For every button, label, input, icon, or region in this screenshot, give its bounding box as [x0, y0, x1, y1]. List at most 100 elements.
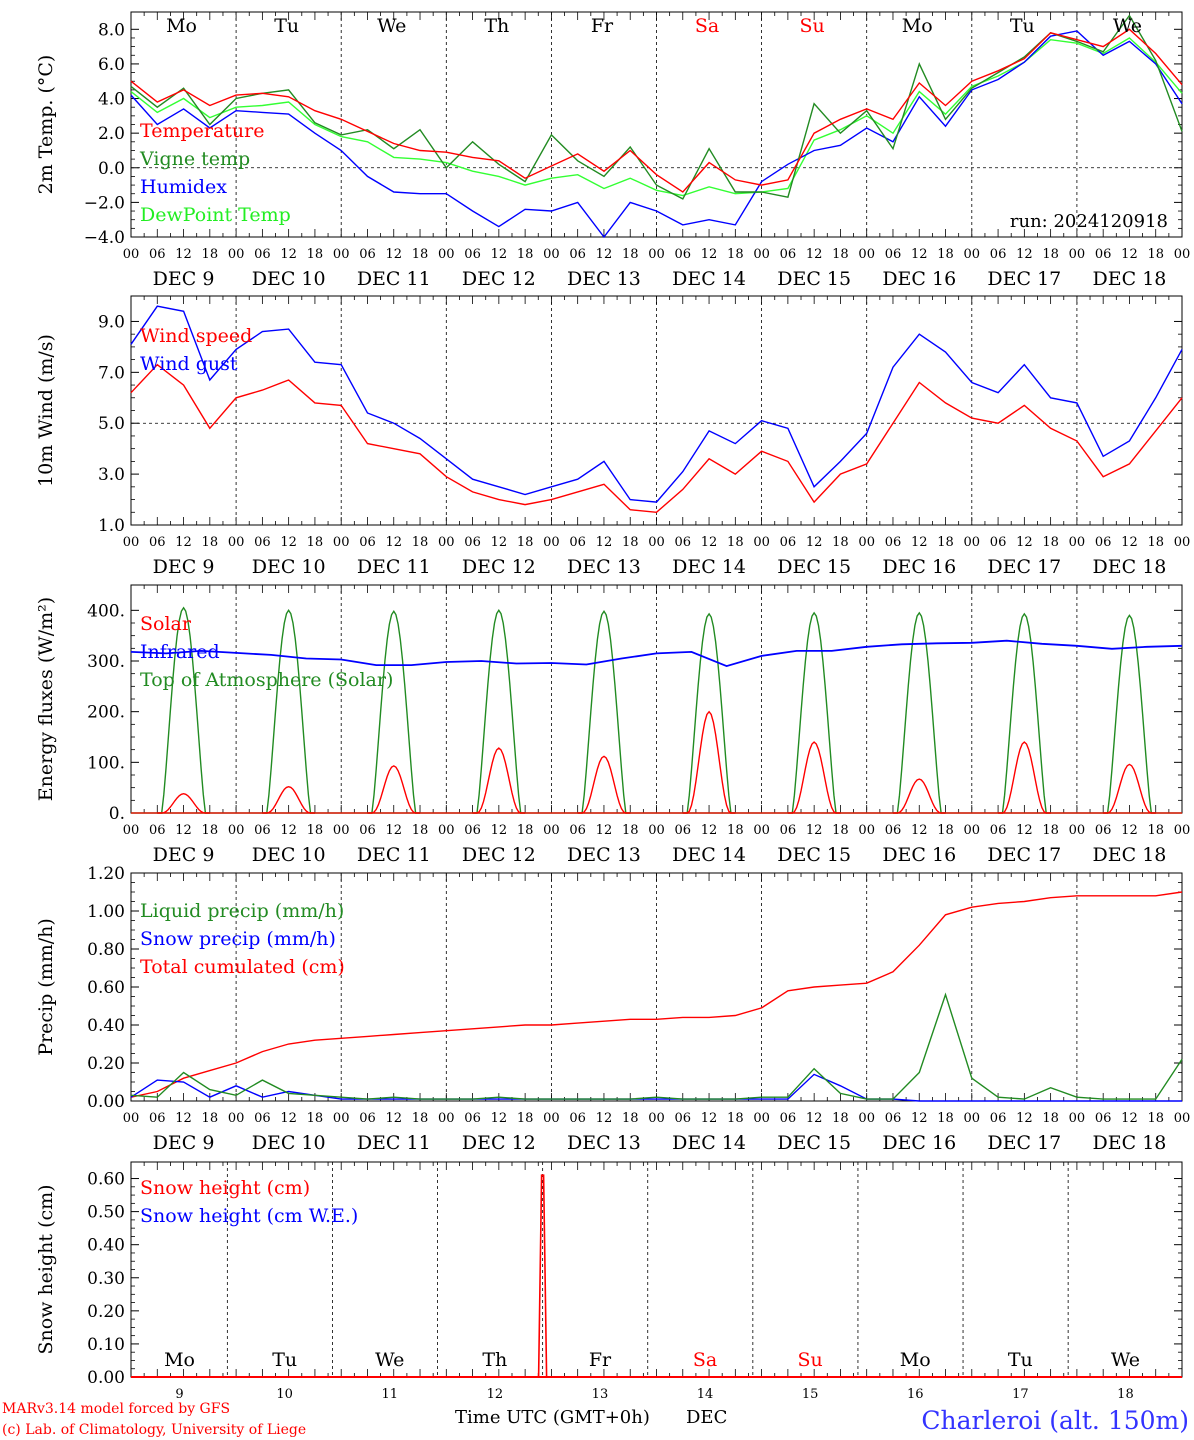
panel1-hour-label: 00 [964, 247, 981, 262]
panel4-hour-label: 18 [727, 1111, 744, 1126]
panel3-date-label: DEC 15 [777, 844, 851, 866]
station-name: Charleroi (alt. 150m) [921, 1406, 1189, 1435]
panel2-hour-label: 12 [385, 535, 402, 550]
panel3-solar-day-6 [682, 710, 736, 814]
footer-credit-line1: MARv3.14 model forced by GFS [2, 1401, 230, 1417]
panel1-hour-label: 12 [701, 247, 718, 262]
panel3-toa-day-9 [998, 612, 1051, 814]
panel1-hour-label: 00 [858, 247, 875, 262]
panel4-y-tick-label: 0.40 [87, 1016, 125, 1036]
panel3-date-label: DEC 10 [252, 844, 326, 866]
panel1-hour-label: 00 [648, 247, 665, 262]
panel3-date-label: DEC 11 [357, 844, 431, 866]
day-number-bottom: 10 [276, 1387, 293, 1402]
panel2-hour-label: 06 [149, 535, 166, 550]
panel3-hour-label: 12 [1121, 823, 1138, 838]
panel5-legend-entry: Snow height (cm) [140, 1177, 310, 1199]
panel3-hour-label: 06 [359, 823, 376, 838]
panel4-hour-label: 12 [701, 1111, 718, 1126]
panel4-hour-label: 06 [569, 1111, 586, 1126]
day-number-bottom: 12 [487, 1387, 504, 1402]
panel3-hour-label: 06 [780, 823, 797, 838]
panel4-date-label: DEC 14 [672, 1132, 746, 1154]
panel2-series-wind-speed [130, 363, 1183, 514]
panel1-y-tick-label: 6.0 [98, 55, 125, 75]
panel2-hour-label: 18 [1042, 535, 1059, 550]
panel1-hour-label: 18 [727, 247, 744, 262]
panel1-hour-label: 18 [937, 247, 954, 262]
panel1-date-label: DEC 10 [252, 268, 326, 290]
panel3-hour-label: 00 [753, 823, 770, 838]
panel3-hour-label: 18 [202, 823, 219, 838]
panel3-hour-label: 12 [1016, 823, 1033, 838]
panel3-hour-label: 06 [1095, 823, 1112, 838]
panel3-toa-day-7 [787, 611, 841, 814]
panel3-hour-label: 18 [727, 823, 744, 838]
panel5-y-tick-label: 0.60 [87, 1170, 125, 1190]
panel4-date-label: DEC 16 [882, 1132, 956, 1154]
panel1-hour-label: 18 [307, 247, 324, 262]
panel2-hour-label: 00 [438, 535, 455, 550]
panel1-hour-label: 18 [832, 247, 849, 262]
panel3-hour-label: 12 [701, 823, 718, 838]
panel2-series-wind-gust [130, 305, 1183, 503]
panel2-legend-entry: Wind speed [140, 325, 252, 347]
panel4-hour-label: 06 [359, 1111, 376, 1126]
panel3-hour-label: 00 [858, 823, 875, 838]
panel4-legend-entry: Liquid precip (mm/h) [140, 900, 344, 922]
panel4-hour-label: 12 [385, 1111, 402, 1126]
panel2-hour-label: 18 [937, 535, 954, 550]
panel2-hour-label: 12 [596, 535, 613, 550]
panel3-hour-label: 06 [675, 823, 692, 838]
panel1-legend-entry: DewPoint Temp [140, 204, 291, 226]
panel5-y-tick-label: 0.30 [87, 1269, 125, 1289]
panel3-hour-label: 00 [228, 823, 245, 838]
panel4-hour-label: 12 [1121, 1111, 1138, 1126]
panel4-hour-label: 18 [412, 1111, 429, 1126]
day-name-bottom: Su [798, 1349, 823, 1371]
panel1-hour-label: 06 [1095, 247, 1112, 262]
panel1-hour-label: 12 [491, 247, 508, 262]
day-name-bottom: Fr [589, 1349, 612, 1371]
panel4-date-label: DEC 15 [777, 1132, 851, 1154]
panel1-hour-label: 00 [228, 247, 245, 262]
panel1-series-humidex [130, 30, 1183, 239]
x-axis-title-suffix: DEC [686, 1407, 727, 1428]
day-name-top: Fr [591, 15, 614, 37]
panel2-hour-label: 00 [123, 535, 140, 550]
panel3-hour-label: 06 [569, 823, 586, 838]
panel3-solar-day-1 [157, 792, 210, 814]
panel4-hour-label: 18 [832, 1111, 849, 1126]
panel3-hour-label: 00 [1174, 823, 1191, 838]
panel2-date-label: DEC 11 [357, 556, 431, 578]
panel2-hour-label: 06 [990, 535, 1007, 550]
panel2-hour-label: 12 [175, 535, 192, 550]
panel1-y-tick-label: 4.0 [98, 90, 125, 110]
panel4-hour-label: 18 [622, 1111, 639, 1126]
panel1-hour-label: 06 [780, 247, 797, 262]
panel4-legend-entry: Snow precip (mm/h) [140, 928, 336, 950]
panel4-hour-label: 12 [175, 1111, 192, 1126]
panel4-hour-label: 06 [254, 1111, 271, 1126]
panel4-hour-label: 00 [753, 1111, 770, 1126]
panel4-hour-label: 00 [228, 1111, 245, 1126]
panel5-y-tick-label: 0.20 [87, 1302, 125, 1322]
panel2-hour-label: 06 [780, 535, 797, 550]
panel2-hour-label: 00 [543, 535, 560, 550]
panel4-hour-label: 00 [1069, 1111, 1086, 1126]
panel1-hour-label: 06 [254, 247, 271, 262]
x-axis-title: Time UTC (GMT+0h) [455, 1407, 650, 1428]
day-number-bottom: 11 [381, 1387, 398, 1402]
panel2-hour-label: 12 [491, 535, 508, 550]
panel2-hour-label: 18 [622, 535, 639, 550]
panel4-hour-label: 12 [911, 1111, 928, 1126]
day-number-bottom: 13 [592, 1387, 609, 1402]
panel3-y-tick-label: 100. [87, 753, 125, 773]
day-number-bottom: 18 [1117, 1387, 1134, 1402]
panel4-date-label: DEC 17 [987, 1132, 1061, 1154]
panel2-date-label: DEC 17 [987, 556, 1061, 578]
panel3-hour-label: 12 [280, 823, 297, 838]
panel2-date-label: DEC 13 [567, 556, 641, 578]
panel4-hour-label: 00 [858, 1111, 875, 1126]
panel4-y-tick-label: 0.80 [87, 940, 125, 960]
